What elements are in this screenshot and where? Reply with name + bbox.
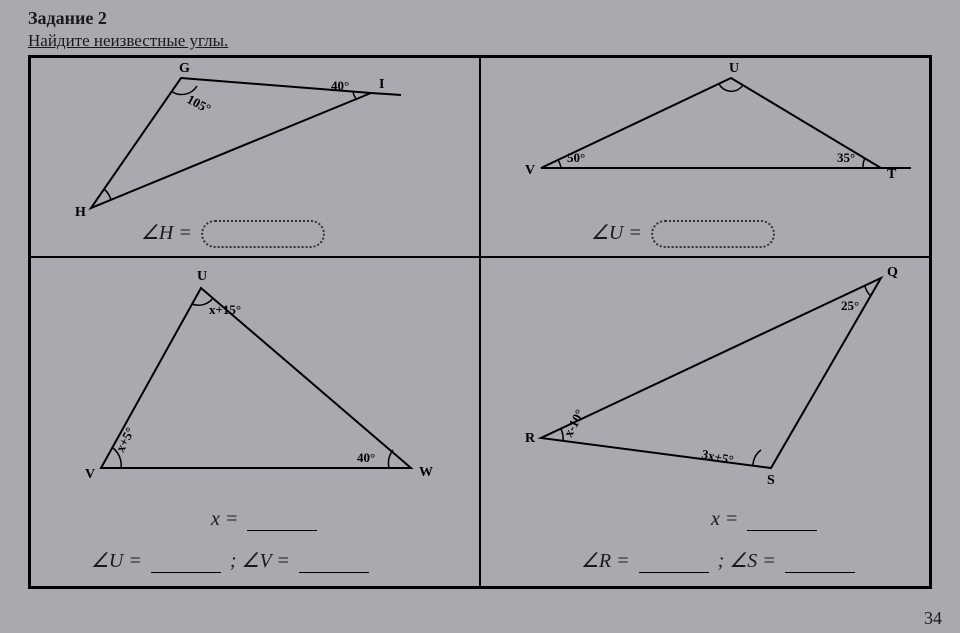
task-subtitle: Найдите неизвестные углы. — [28, 31, 932, 51]
answer-sep3: ; — [230, 550, 237, 572]
answer-x3: x = — [211, 508, 321, 531]
panel-1: G I H 105° 40° ∠H = — [30, 57, 480, 257]
answer-h-blank[interactable] — [201, 220, 325, 248]
vertex-v2: V — [525, 163, 535, 178]
answer-u-label: ∠U = — [591, 222, 642, 244]
answer-r-label: ∠R = — [581, 550, 630, 572]
vertex-v3: V — [85, 467, 95, 482]
angle-s: 3x+5° — [700, 446, 735, 467]
triangle-qrs: Q R S 25° x-10° 3x+5° — [481, 258, 930, 518]
angle-t: 35° — [837, 150, 855, 165]
panel-2: U V T 50° 35° ∠U = — [480, 57, 930, 257]
vertex-q: Q — [887, 265, 898, 280]
answer-s-label: ∠S = — [729, 550, 775, 572]
vertex-u2: U — [729, 61, 739, 76]
angle-v3: x+5° — [112, 425, 137, 455]
answer-sep4: ; — [718, 550, 725, 572]
vertex-s: S — [767, 473, 775, 488]
answer-s-blank[interactable] — [785, 554, 855, 573]
answer-uv: ∠U = ; ∠V = — [91, 548, 373, 573]
answer-v3-label: ∠V = — [242, 550, 290, 572]
panel-4: Q R S 25° x-10° 3x+5° x = ∠R = ; ∠S = — [480, 257, 930, 587]
angle-u3: x+15° — [209, 302, 241, 317]
page-number: 34 — [924, 608, 942, 629]
angle-w: 40° — [357, 450, 375, 465]
vertex-i: I — [379, 77, 384, 92]
answer-h: ∠H = — [141, 220, 325, 248]
angle-r: x-10° — [560, 407, 587, 440]
answer-u: ∠U = — [591, 220, 775, 248]
answer-r-blank[interactable] — [639, 554, 709, 573]
answer-u3-label: ∠U = — [91, 550, 142, 572]
answer-x3-blank[interactable] — [247, 512, 317, 531]
answer-u3-blank[interactable] — [151, 554, 221, 573]
answer-u-blank[interactable] — [651, 220, 775, 248]
vertex-w: W — [419, 465, 433, 480]
vertex-r: R — [525, 431, 536, 446]
answer-x4: x = — [711, 508, 821, 531]
task-title: Задание 2 — [28, 8, 932, 29]
angle-v2: 50° — [567, 150, 585, 165]
triangle-uvw: U V W x+15° x+5° 40° — [31, 258, 480, 518]
angle-q: 25° — [841, 298, 859, 313]
vertex-u3: U — [197, 269, 207, 284]
answer-x3-label: x = — [211, 508, 238, 530]
worksheet-grid: G I H 105° 40° ∠H = U — [28, 55, 932, 589]
vertex-g: G — [179, 61, 190, 76]
answer-x4-label: x = — [711, 508, 738, 530]
angle-i: 40° — [331, 78, 349, 93]
panel-3: U V W x+15° x+5° 40° x = ∠U = ; ∠V = — [30, 257, 480, 587]
answer-v3-blank[interactable] — [299, 554, 369, 573]
angle-g: 105° — [185, 91, 214, 116]
answer-h-label: ∠H = — [141, 222, 192, 244]
vertex-h: H — [75, 205, 86, 220]
answer-x4-blank[interactable] — [747, 512, 817, 531]
vertex-t: T — [887, 167, 897, 182]
answer-rs: ∠R = ; ∠S = — [581, 548, 859, 573]
